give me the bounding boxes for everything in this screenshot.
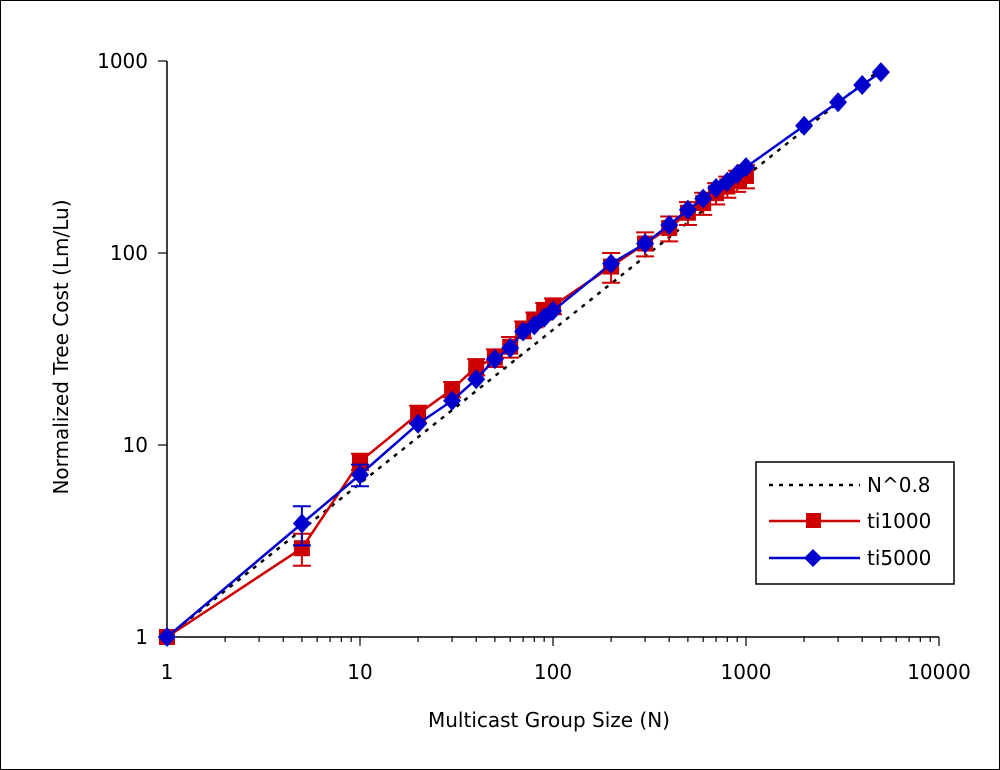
legend-label-ti5000: ti5000 xyxy=(867,546,931,570)
data-point xyxy=(871,62,890,83)
data-point xyxy=(829,92,848,113)
data-point xyxy=(293,540,310,557)
x-tick-label: 10000 xyxy=(907,660,971,684)
data-point xyxy=(853,74,872,95)
y-axis-title: Normalized Tree Cost (Lm/Lu) xyxy=(49,199,73,494)
data-point xyxy=(795,115,814,136)
x-tick-label: 1 xyxy=(161,660,174,684)
data-point xyxy=(468,358,485,375)
x-axis-title: Multicast Group Size (N) xyxy=(428,708,670,732)
y-tick-label: 1 xyxy=(135,625,148,649)
data-point xyxy=(544,300,562,321)
data-point xyxy=(467,369,486,390)
legend-box xyxy=(755,461,955,585)
y-tick-label: 100 xyxy=(110,241,148,265)
data-point xyxy=(351,464,369,485)
data-point xyxy=(694,188,713,209)
data-point xyxy=(485,349,504,370)
data-point xyxy=(409,413,428,434)
series-layer xyxy=(158,62,890,647)
data-point xyxy=(678,199,697,220)
x-tick-label: 1000 xyxy=(721,660,772,684)
series-ti5000 xyxy=(158,62,890,647)
legend-label-ti1000: ti1000 xyxy=(867,509,931,533)
axes xyxy=(158,60,940,646)
legend-marker-ti5000 xyxy=(804,549,822,567)
data-point xyxy=(660,214,679,235)
y-tick-label: 10 xyxy=(123,433,148,457)
x-tick-label: 10 xyxy=(347,660,372,684)
data-point xyxy=(636,233,655,254)
tick-labels: 1 10 100 1000 10000 1 10 100 1000 xyxy=(97,49,971,684)
legend-marker-ti1000 xyxy=(806,513,821,528)
y-tick-label: 1000 xyxy=(97,49,148,73)
data-point xyxy=(501,338,520,359)
data-point xyxy=(444,381,461,398)
data-point xyxy=(602,253,621,274)
data-point xyxy=(443,390,462,411)
data-point xyxy=(158,627,176,647)
legend-label-n08: N^0.8 xyxy=(867,473,931,497)
data-point xyxy=(292,513,311,534)
x-tick-label: 100 xyxy=(534,660,572,684)
data-point xyxy=(737,157,755,178)
legend: N^0.8 ti1000 ti5000 xyxy=(755,461,955,585)
